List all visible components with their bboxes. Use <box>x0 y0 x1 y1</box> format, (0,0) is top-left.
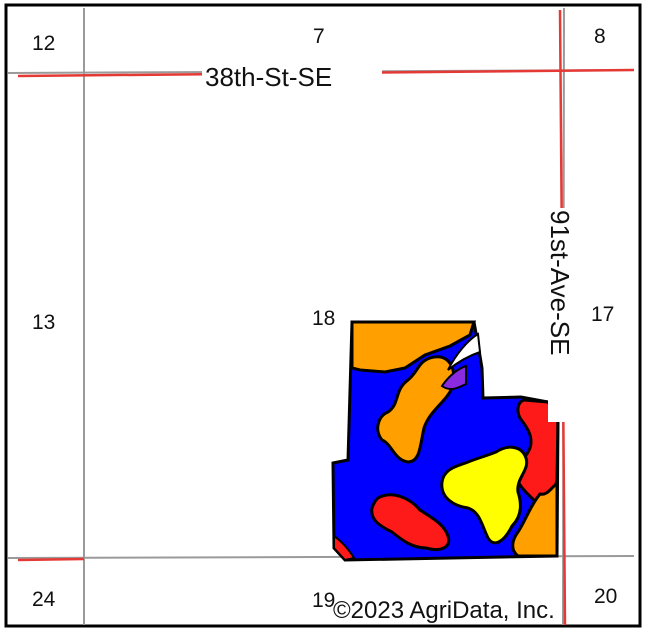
section-number-8: 8 <box>594 25 606 48</box>
section-number-13: 13 <box>32 311 55 334</box>
road-label-38th-st-se: 38th-St-SE <box>205 62 332 92</box>
soil-unit-yellow <box>440 445 529 545</box>
map-border <box>4 3 642 628</box>
road-label-91st-ave-se: 91st-Ave-SE <box>545 210 575 355</box>
section-number-18: 18 <box>312 307 335 330</box>
field-soil-units <box>331 320 560 562</box>
section-numbers: 12 7 8 13 18 17 24 19 20 <box>32 25 617 612</box>
section-number-7: 7 <box>313 25 325 48</box>
soil-unit-red-corner <box>333 534 356 562</box>
section-number-24: 24 <box>32 588 56 611</box>
section-number-19: 19 <box>312 589 335 612</box>
section-number-20: 20 <box>594 585 617 608</box>
road-labels: 38th-St-SE 91st-Ave-SE <box>202 60 576 422</box>
section-number-17: 17 <box>591 303 614 326</box>
copyright-notice: ©2023 AgriData, Inc. <box>333 597 555 624</box>
section-number-12: 12 <box>32 32 55 55</box>
field-notch <box>447 332 482 371</box>
road-south-west <box>17 557 85 562</box>
soil-unit-purple <box>440 364 467 391</box>
soil-unit-orange-north <box>350 320 477 374</box>
soil-unit-orange-lobe <box>376 355 456 464</box>
soil-unit-orange-south <box>511 481 559 558</box>
soil-unit-red-south <box>370 493 451 551</box>
